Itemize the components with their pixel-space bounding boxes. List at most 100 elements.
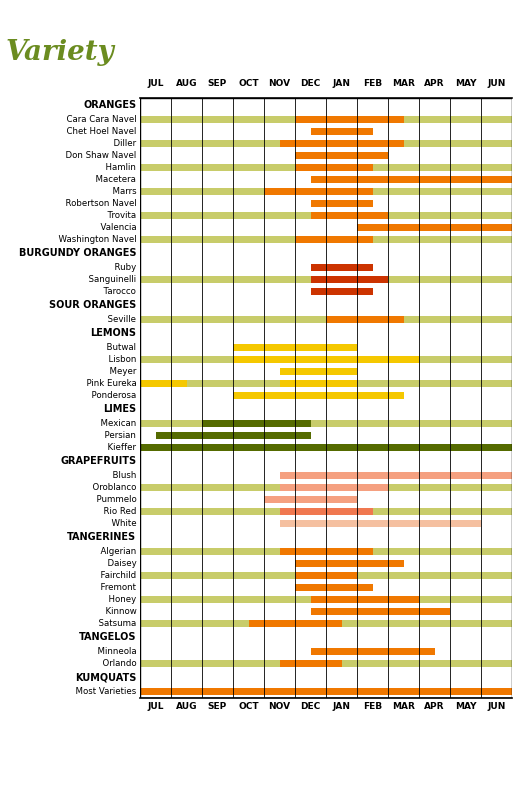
Text: Hamlin: Hamlin: [100, 163, 136, 172]
Bar: [310, 596, 419, 603]
Text: Honey: Honey: [103, 595, 136, 604]
Bar: [310, 648, 434, 655]
Bar: [140, 246, 512, 261]
Text: Algerian: Algerian: [95, 547, 136, 556]
Bar: [140, 496, 512, 503]
Bar: [156, 432, 310, 439]
Bar: [140, 444, 512, 451]
Text: Cara Cara Navel: Cara Cara Navel: [61, 115, 136, 124]
Text: Satsuma: Satsuma: [93, 619, 136, 628]
Bar: [280, 472, 512, 479]
Bar: [140, 176, 512, 183]
Text: Trovita: Trovita: [102, 211, 136, 220]
Text: APR: APR: [424, 79, 445, 88]
Text: Butwal: Butwal: [101, 343, 136, 352]
Text: MAY: MAY: [455, 79, 476, 88]
Bar: [295, 116, 403, 123]
Text: JAN: JAN: [333, 79, 351, 88]
Text: TANGERINES: TANGERINES: [67, 532, 136, 542]
Text: AUG: AUG: [176, 702, 197, 711]
Bar: [140, 316, 512, 323]
Text: SEP: SEP: [208, 79, 227, 88]
Bar: [140, 164, 512, 171]
Text: APR: APR: [424, 702, 445, 711]
Bar: [295, 560, 403, 567]
Text: Seville: Seville: [102, 315, 136, 324]
Bar: [295, 152, 388, 159]
Text: Most Varieties: Most Varieties: [70, 687, 136, 696]
Bar: [140, 670, 512, 685]
Bar: [295, 572, 357, 579]
Text: Meyer: Meyer: [104, 367, 136, 376]
Bar: [140, 224, 512, 232]
Bar: [140, 472, 512, 479]
Text: Mexican: Mexican: [95, 419, 136, 428]
Text: JUL: JUL: [147, 79, 164, 88]
Bar: [326, 316, 403, 323]
Text: Kieffer: Kieffer: [102, 443, 136, 452]
Text: Pummelo: Pummelo: [90, 495, 136, 504]
Bar: [140, 152, 512, 159]
Text: JAN: JAN: [333, 702, 351, 711]
Bar: [140, 298, 512, 313]
Text: OCT: OCT: [238, 79, 259, 88]
Bar: [140, 140, 512, 148]
Bar: [310, 264, 373, 271]
Text: Macetera: Macetera: [90, 175, 136, 184]
Bar: [140, 344, 512, 351]
Bar: [310, 608, 450, 615]
Text: ORANGES: ORANGES: [83, 100, 136, 111]
Bar: [140, 380, 512, 387]
Text: LEMONS: LEMONS: [90, 328, 136, 338]
Text: AUG: AUG: [176, 79, 197, 88]
Text: JUN: JUN: [487, 79, 506, 88]
Bar: [140, 508, 512, 515]
Text: Pink Eureka: Pink Eureka: [81, 379, 136, 388]
Text: Fairchild: Fairchild: [95, 571, 136, 580]
Text: Rio Red: Rio Red: [98, 507, 136, 516]
Text: KUMQUATS: KUMQUATS: [75, 673, 136, 682]
Text: MAY: MAY: [455, 702, 476, 711]
Text: Persian: Persian: [99, 431, 136, 440]
Bar: [140, 392, 512, 400]
Bar: [140, 276, 512, 283]
Bar: [140, 97, 512, 114]
Text: NOV: NOV: [268, 702, 290, 711]
Bar: [140, 444, 512, 451]
Bar: [140, 288, 512, 295]
Bar: [140, 264, 512, 272]
Bar: [140, 571, 512, 579]
Bar: [280, 140, 403, 147]
Bar: [310, 176, 512, 183]
Text: SOUR ORANGES: SOUR ORANGES: [49, 301, 136, 311]
Bar: [310, 128, 373, 135]
Text: Tarocco: Tarocco: [98, 287, 136, 296]
Text: MAR: MAR: [392, 79, 415, 88]
Text: Ruby: Ruby: [109, 263, 136, 272]
Bar: [280, 520, 481, 527]
Bar: [295, 236, 373, 243]
Bar: [140, 560, 512, 568]
Text: Marrs: Marrs: [107, 187, 136, 196]
Text: Daisey: Daisey: [102, 559, 136, 568]
Bar: [280, 484, 388, 491]
Bar: [310, 200, 373, 207]
Text: Blush: Blush: [107, 471, 136, 480]
Bar: [310, 212, 388, 219]
Bar: [140, 401, 512, 418]
Bar: [140, 199, 512, 207]
Bar: [140, 128, 512, 135]
Text: Fremont: Fremont: [95, 583, 136, 592]
Text: JUN: JUN: [487, 702, 506, 711]
Bar: [140, 380, 187, 387]
Bar: [140, 548, 512, 555]
Bar: [280, 380, 357, 387]
Text: Variety: Variety: [5, 38, 114, 65]
Bar: [140, 454, 512, 469]
Bar: [310, 288, 373, 295]
Text: FEB: FEB: [363, 79, 382, 88]
Bar: [264, 496, 357, 503]
Text: Valencia: Valencia: [95, 223, 136, 232]
Text: SEP: SEP: [208, 702, 227, 711]
Bar: [280, 548, 373, 555]
